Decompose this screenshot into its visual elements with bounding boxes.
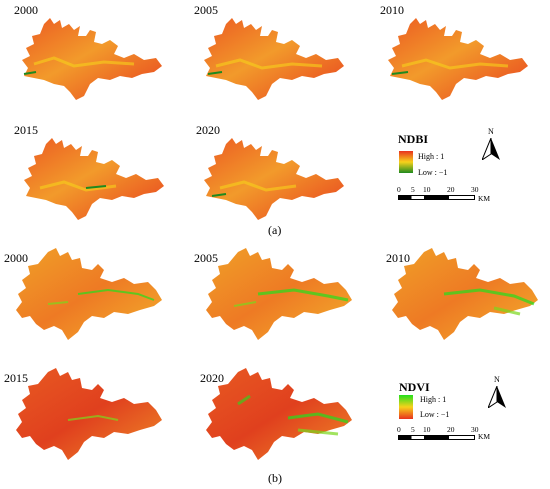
year-label-b-2015: 2015 — [4, 371, 28, 385]
ndvi-legend-low: Low : −1 — [420, 410, 450, 419]
scale-tick: 20 — [447, 425, 455, 434]
scale-bar-graphic — [398, 435, 475, 440]
panel-a-caption: (a) — [268, 223, 282, 237]
ndbi-map-2020 — [204, 138, 344, 220]
ndvi-legend-gradient — [399, 395, 413, 419]
year-label-b-2020: 2020 — [200, 371, 224, 385]
panel-b-caption: (b) — [268, 471, 282, 485]
ndbi-legend-gradient — [399, 151, 413, 173]
scale-tick: 20 — [447, 185, 455, 194]
ndvi-map-2015 — [16, 368, 162, 460]
ndvi-map-2010 — [392, 248, 538, 340]
scale-tick: 30 — [471, 425, 479, 434]
north-label-b: N — [494, 375, 500, 384]
ndbi-map-2000 — [22, 18, 162, 100]
north-arrow-icon — [482, 138, 500, 160]
ndbi-legend-title: NDBI — [398, 132, 429, 146]
year-label-b-2000: 2000 — [4, 251, 28, 265]
ndbi-legend-high: High : 1 — [418, 152, 445, 161]
scale-tick: 0 — [397, 185, 401, 194]
ndvi-legend-high: High : 1 — [420, 395, 447, 404]
ndbi-map-2015 — [24, 138, 164, 220]
scale-tick: 5 — [411, 185, 415, 194]
year-label-a-2005: 2005 — [194, 3, 218, 17]
year-label-a-2010: 2010 — [380, 3, 404, 17]
ndvi-legend-title: NDVI — [399, 380, 430, 394]
ndvi-map-2000 — [16, 248, 162, 340]
ndvi-map-2020 — [206, 368, 352, 460]
scale-tick: 30 — [471, 185, 479, 194]
year-label-b-2010: 2010 — [386, 251, 410, 265]
ndbi-map-2010 — [388, 18, 528, 100]
scale-tick: 10 — [423, 185, 431, 194]
north-arrow-icon — [488, 386, 506, 408]
year-label-a-2015: 2015 — [14, 123, 38, 137]
ndvi-map-2005 — [206, 248, 352, 340]
scale-bar-graphic — [398, 195, 475, 200]
scale-unit: KM — [478, 194, 491, 203]
year-label-b-2005: 2005 — [194, 251, 218, 265]
scale-tick: 5 — [411, 425, 415, 434]
scale-unit: KM — [478, 432, 491, 441]
scale-tick: 10 — [423, 425, 431, 434]
ndbi-map-2005 — [204, 18, 344, 100]
north-label-a: N — [488, 127, 494, 136]
year-label-a-2000: 2000 — [14, 3, 38, 17]
scale-tick: 0 — [397, 425, 401, 434]
ndbi-legend-low: Low : −1 — [418, 168, 448, 177]
year-label-a-2020: 2020 — [196, 123, 220, 137]
